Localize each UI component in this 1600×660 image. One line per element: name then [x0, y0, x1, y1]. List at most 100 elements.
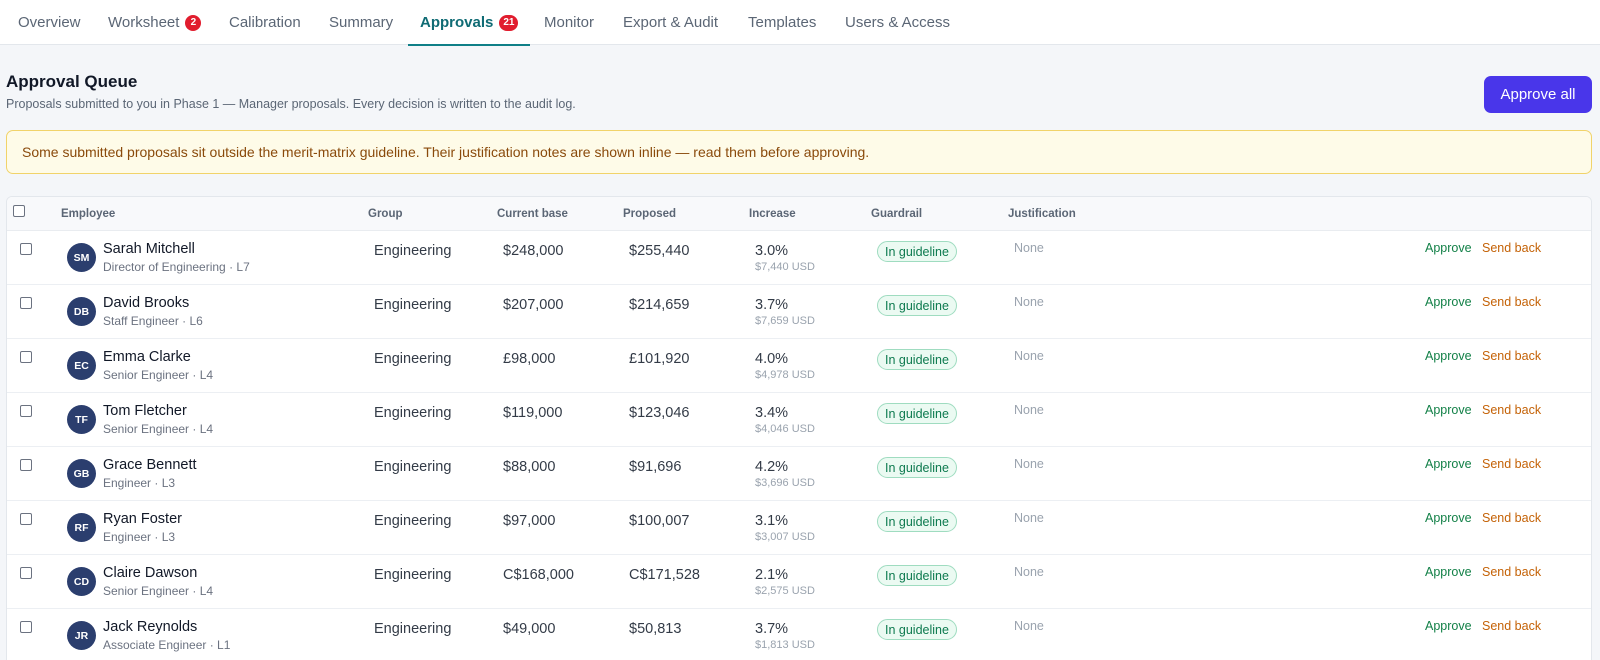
- select-all-checkbox[interactable]: [13, 205, 25, 217]
- current-base-cell: $207,000: [503, 297, 564, 313]
- row-checkbox[interactable]: [20, 513, 32, 525]
- table-header: Employee Group Current base Proposed Inc…: [7, 197, 1591, 231]
- worksheet-count-badge: 2: [185, 14, 202, 31]
- group-cell: Engineering: [374, 351, 452, 367]
- tab-label: Worksheet: [108, 14, 180, 31]
- approve-link[interactable]: Approve: [1425, 295, 1472, 309]
- approve-link[interactable]: Approve: [1425, 619, 1472, 633]
- send-back-link[interactable]: Send back: [1482, 295, 1542, 309]
- tab-approvals[interactable]: Approvals 21: [407, 0, 532, 46]
- table-row: EC Emma Clarke Senior Engineer · L4 Enginee…: [7, 339, 1591, 393]
- increase-percent: 3.0%: [755, 243, 789, 259]
- current-base-cell: $248,000: [503, 243, 564, 259]
- current-base-cell: $88,000: [503, 459, 556, 475]
- proposed-cell: $255,440: [629, 243, 690, 259]
- tab-calibration[interactable]: Calibration: [229, 0, 301, 45]
- justification-cell: None: [1014, 241, 1044, 255]
- proposed-cell: $91,696: [629, 459, 682, 475]
- send-back-link[interactable]: Send back: [1482, 349, 1542, 363]
- current-base-cell: C$168,000: [503, 567, 574, 583]
- increase-percent: 3.1%: [755, 513, 789, 529]
- row-checkbox[interactable]: [20, 567, 32, 579]
- col-guardrail: Guardrail: [871, 208, 923, 220]
- employee-title: Staff Engineer · L6: [103, 314, 203, 328]
- send-back-link[interactable]: Send back: [1482, 457, 1542, 471]
- increase-usd: $7,659 USD: [755, 315, 815, 327]
- group-cell: Engineering: [374, 567, 452, 583]
- approve-link[interactable]: Approve: [1425, 457, 1472, 471]
- guardrail-badge: In guideline: [877, 565, 957, 586]
- employee-name: Claire Dawson: [103, 565, 198, 581]
- employee-name: David Brooks: [103, 295, 190, 311]
- table-row: SM Sarah Mitchell Director of Engineering …: [7, 231, 1591, 285]
- col-group: Group: [368, 208, 403, 220]
- tab-summary[interactable]: Summary: [329, 0, 393, 45]
- tab-overview[interactable]: Overview: [18, 0, 81, 45]
- tab-export-audit[interactable]: Export & Audit: [623, 0, 718, 45]
- table-row: TF Tom Fletcher Senior Engineer · L4 Engine…: [7, 393, 1591, 447]
- tab-worksheet[interactable]: Worksheet 2: [108, 0, 202, 45]
- col-current-base: Current base: [497, 208, 568, 220]
- send-back-link[interactable]: Send back: [1482, 403, 1542, 417]
- table-row: JR Jack Reynolds Associate Engineer · L1 En…: [7, 609, 1591, 660]
- approve-link[interactable]: Approve: [1425, 565, 1472, 579]
- guardrail-badge: In guideline: [877, 241, 957, 262]
- employee-title: Senior Engineer · L4: [103, 422, 214, 436]
- col-increase: Increase: [749, 208, 796, 220]
- proposed-cell: $214,659: [629, 297, 690, 313]
- tab-users-access[interactable]: Users & Access: [845, 0, 950, 45]
- send-back-link[interactable]: Send back: [1482, 619, 1542, 633]
- justification-cell: None: [1014, 457, 1044, 471]
- increase-percent: 4.0%: [755, 351, 789, 367]
- send-back-link[interactable]: Send back: [1482, 241, 1542, 255]
- increase-usd: $7,440 USD: [755, 261, 815, 273]
- employee-title: Senior Engineer · L4: [103, 584, 214, 598]
- col-justification: Justification: [1008, 208, 1076, 220]
- employee-title: Senior Engineer · L4: [103, 368, 214, 382]
- employee-title: Engineer · L3: [103, 530, 176, 544]
- justification-cell: None: [1014, 619, 1044, 633]
- send-back-link[interactable]: Send back: [1482, 565, 1542, 579]
- justification-cell: None: [1014, 349, 1044, 363]
- approve-all-button[interactable]: Approve all: [1484, 76, 1592, 113]
- proposed-cell: $100,007: [629, 513, 690, 529]
- current-base-cell: $119,000: [503, 405, 563, 421]
- guardrail-badge: In guideline: [877, 349, 957, 370]
- avatar: SM: [67, 243, 96, 272]
- page-title: Approval Queue: [6, 72, 138, 91]
- row-checkbox[interactable]: [20, 621, 32, 633]
- increase-percent: 2.1%: [755, 567, 789, 583]
- avatar: CD: [67, 567, 96, 596]
- group-cell: Engineering: [374, 621, 452, 637]
- approve-link[interactable]: Approve: [1425, 403, 1472, 417]
- tab-label: Calibration: [229, 14, 301, 31]
- table-row: DB David Brooks Staff Engineer · L6 Enginee…: [7, 285, 1591, 339]
- guardrail-badge: In guideline: [877, 295, 957, 316]
- tab-templates[interactable]: Templates: [748, 0, 816, 45]
- approve-link[interactable]: Approve: [1425, 241, 1472, 255]
- increase-usd: $4,046 USD: [755, 423, 815, 435]
- approve-link[interactable]: Approve: [1425, 349, 1472, 363]
- approvals-count-badge: 21: [499, 14, 519, 31]
- approve-link[interactable]: Approve: [1425, 511, 1472, 525]
- employee-name: Emma Clarke: [103, 349, 191, 365]
- increase-usd: $3,696 USD: [755, 477, 815, 489]
- warning-text: Some submitted proposals sit outside the…: [22, 144, 870, 160]
- row-checkbox[interactable]: [20, 351, 32, 363]
- proposed-cell: C$171,528: [629, 567, 700, 583]
- row-checkbox[interactable]: [20, 459, 32, 471]
- row-checkbox[interactable]: [20, 297, 32, 309]
- employee-name: Tom Fletcher: [103, 403, 187, 419]
- tab-label: Users & Access: [845, 14, 951, 31]
- row-checkbox[interactable]: [20, 243, 32, 255]
- increase-percent: 4.2%: [755, 459, 789, 475]
- table-row: CD Claire Dawson Senior Engineer · L4 Engin…: [7, 555, 1591, 609]
- current-base-cell: £98,000: [503, 351, 556, 367]
- tab-monitor[interactable]: Monitor: [544, 0, 594, 45]
- proposed-cell: $123,046: [629, 405, 690, 421]
- row-checkbox[interactable]: [20, 405, 32, 417]
- justification-cell: None: [1014, 403, 1044, 417]
- guardrail-badge: In guideline: [877, 403, 957, 424]
- send-back-link[interactable]: Send back: [1482, 511, 1542, 525]
- guardrail-badge: In guideline: [877, 619, 957, 640]
